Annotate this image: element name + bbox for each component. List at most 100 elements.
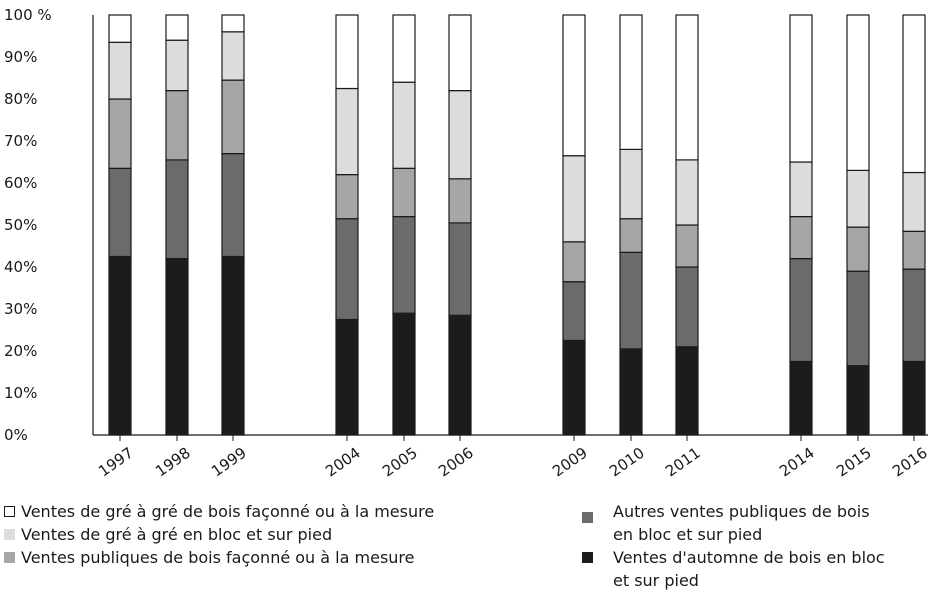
y-tick-label: 70%: [4, 132, 37, 150]
y-axis-ticks: 0% 10% 20% 30% 40% 50% 60% 70% 80% 90% 100 %: [4, 6, 52, 444]
bars: [108, 14, 926, 436]
bar-segment: [619, 148, 643, 220]
bar-segment: [789, 14, 813, 163]
legend-swatch-white: [4, 506, 15, 517]
bar-segment: [675, 266, 699, 348]
bar-segment: [675, 14, 699, 161]
bar-segment: [392, 14, 416, 83]
bar-segment: [789, 216, 813, 260]
bar-segment: [221, 255, 245, 436]
bar-segment: [108, 98, 132, 169]
bar-segment: [165, 14, 189, 41]
bar-segment: [619, 251, 643, 350]
bar-segment: [392, 81, 416, 169]
legend-label-line1: Autres ventes publiques de bois: [613, 502, 870, 521]
bar-segment: [448, 314, 472, 436]
bar-segment: [335, 174, 359, 220]
y-tick-label: 0%: [4, 426, 28, 444]
legend-swatch-black: [582, 552, 593, 563]
x-tick-label: 1999: [208, 444, 250, 481]
bar-segment: [221, 14, 245, 33]
bar-segment: [789, 161, 813, 218]
bar-segment: [619, 348, 643, 436]
legend-right: Autres ventes publiques de bois en bloc …: [582, 500, 934, 592]
bar-segment: [562, 339, 586, 436]
legend-left: Ventes de gré à gré de bois façonné ou à…: [4, 500, 544, 569]
bar-segment: [789, 258, 813, 363]
bar-segment: [902, 171, 926, 232]
bar-segment: [619, 218, 643, 253]
bar-segment: [902, 268, 926, 363]
legend-item-publiques-faconne: Ventes publiques de bois façonné ou à la…: [4, 546, 544, 569]
bar-segment: [448, 222, 472, 316]
bar-segment: [448, 178, 472, 224]
x-tick-label: 2006: [435, 444, 477, 481]
x-tick-label: 2004: [322, 444, 364, 481]
legend-label: Ventes de gré à gré de bois façonné ou à…: [21, 502, 435, 521]
x-tick-label: 1997: [95, 444, 137, 481]
legend-label-line2: et sur pied: [613, 571, 699, 590]
bar-segment: [562, 281, 586, 342]
y-tick-label: 50%: [4, 216, 37, 234]
bar-segment: [448, 89, 472, 180]
bar-segment: [902, 14, 926, 174]
bar-segment: [675, 346, 699, 436]
bar-segment: [846, 226, 870, 272]
bar-segment: [562, 155, 586, 243]
y-tick-label: 20%: [4, 342, 37, 360]
bar-segment: [221, 79, 245, 155]
y-tick-label: 10%: [4, 384, 37, 402]
bar-segment: [165, 39, 189, 92]
legend-item-gre-a-gre-bloc: Ventes de gré à gré en bloc et sur pied: [4, 523, 544, 546]
bar-segment: [165, 89, 189, 161]
x-tick-label: 2005: [379, 444, 421, 481]
x-tick-label: 2011: [662, 444, 704, 481]
legend-label: Ventes d'automne de bois en bloc et sur …: [613, 546, 885, 592]
bar-segment: [902, 230, 926, 270]
legend-label-line2: en bloc et sur pied: [613, 525, 763, 544]
bar-segment: [902, 360, 926, 436]
bar-segment: [165, 159, 189, 260]
x-tick-label: 2014: [776, 444, 818, 481]
bar-segment: [675, 159, 699, 226]
legend-label: Autres ventes publiques de bois en bloc …: [613, 500, 870, 546]
x-axis: 1997 1998 1999 2004 2005 2006 2009 2010 2011 2014…: [95, 435, 931, 480]
x-tick-label: 1998: [152, 444, 194, 481]
legend-swatch-light-gray: [4, 529, 15, 540]
bar-segment: [392, 167, 416, 218]
bar-segment: [846, 270, 870, 367]
x-tick-label: 2016: [889, 444, 931, 481]
legend-swatch-mid-gray: [4, 552, 15, 563]
y-tick-label: 40%: [4, 258, 37, 276]
bar-segment: [221, 31, 245, 81]
bar-segment: [335, 87, 359, 176]
stacked-bar-chart: 0%10%20%30%40%50%60%70%80%90%100 % 1997 1…: [4, 6, 931, 480]
bar-segment: [392, 216, 416, 314]
legend-item-autres-publiques: Autres ventes publiques de bois en bloc …: [582, 500, 934, 546]
bar-segment: [392, 312, 416, 436]
bar-segment: [108, 255, 132, 436]
bar-segment: [221, 153, 245, 258]
x-tick-label: 2010: [606, 444, 648, 481]
bar-segment: [846, 14, 870, 171]
x-tick-label: 2009: [549, 444, 591, 481]
bar-segment: [108, 167, 132, 258]
y-tick-label: 90%: [4, 48, 37, 66]
x-tick-label: 2015: [833, 444, 875, 481]
bar-segment: [562, 241, 586, 283]
bar-segment: [789, 360, 813, 436]
y-tick-label: 100 %: [4, 6, 52, 24]
bar-segment: [108, 14, 132, 43]
y-tick-label: 30%: [4, 300, 37, 318]
legend-label: Ventes de gré à gré en bloc et sur pied: [21, 525, 333, 544]
bar-segment: [335, 14, 359, 90]
bar-segment: [675, 224, 699, 268]
legend-label: Ventes publiques de bois façonné ou à la…: [21, 548, 415, 567]
bar-segment: [846, 365, 870, 436]
bar-segment: [165, 258, 189, 436]
bar-segment: [108, 41, 132, 100]
bar-segment: [335, 218, 359, 321]
bar-segment: [448, 14, 472, 92]
y-tick-label: 60%: [4, 174, 37, 192]
legend-item-automne: Ventes d'automne de bois en bloc et sur …: [582, 546, 934, 592]
